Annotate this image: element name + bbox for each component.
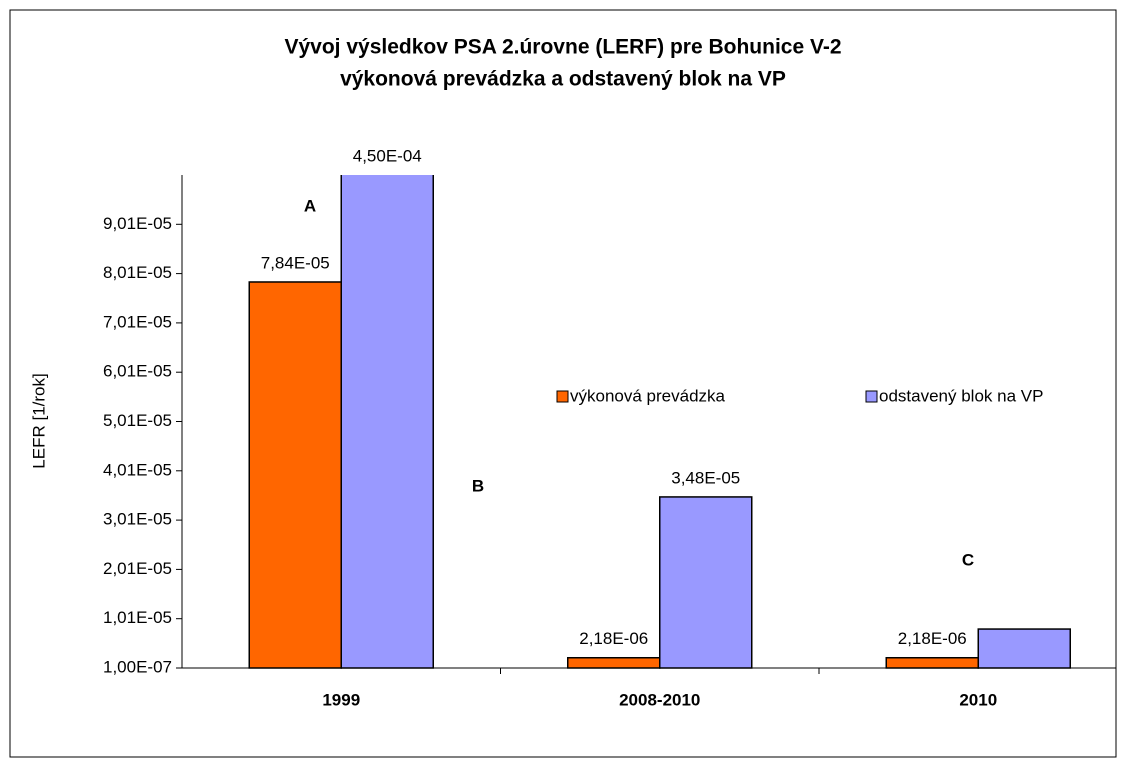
y-tick-label: 4,01E-05 — [103, 460, 172, 479]
data-label: 2,18E-06 — [898, 629, 967, 648]
y-tick-label: 8,01E-05 — [103, 263, 172, 282]
chart-subtitle: výkonová prevádzka a odstavený blok na V… — [340, 68, 786, 91]
y-axis-label: LEFR [1/rok] — [29, 373, 48, 468]
y-tick-label: 2,01E-05 — [103, 559, 172, 578]
chart-title: Vývoj výsledkov PSA 2.úrovne (LERF) pre … — [284, 36, 841, 59]
bar — [977, 628, 1071, 669]
data-label: 2,18E-06 — [579, 629, 648, 648]
annotation: B — [472, 476, 484, 495]
x-tick-label: 1999 — [322, 690, 360, 709]
x-tick-label: 2010 — [959, 690, 997, 709]
x-tick-label: 2008-2010 — [619, 690, 700, 709]
bar — [340, 175, 434, 669]
legend-swatch — [865, 390, 878, 403]
y-tick-label: 5,01E-05 — [103, 411, 172, 430]
annotation: A — [304, 196, 316, 215]
legend-label: výkonová prevádzka — [570, 386, 726, 405]
bar — [659, 496, 753, 669]
y-tick-label: 3,01E-05 — [103, 510, 172, 529]
y-tick-label: 9,01E-05 — [103, 214, 172, 233]
bar — [885, 656, 979, 669]
data-label: 3,48E-05 — [671, 468, 740, 487]
data-label: 4,50E-04 — [353, 146, 422, 165]
bar — [567, 656, 661, 669]
y-tick-label: 6,01E-05 — [103, 362, 172, 381]
y-tick-label: 1,00E-07 — [103, 657, 172, 676]
bar — [248, 281, 342, 669]
y-tick-label: 1,01E-05 — [103, 608, 172, 627]
legend-swatch — [556, 390, 569, 403]
data-label: 7,84E-05 — [261, 253, 330, 272]
annotation: C — [962, 550, 974, 569]
y-tick-label: 7,01E-05 — [103, 312, 172, 331]
chart-border — [9, 9, 1117, 758]
legend-label: odstavený blok na VP — [879, 386, 1043, 405]
